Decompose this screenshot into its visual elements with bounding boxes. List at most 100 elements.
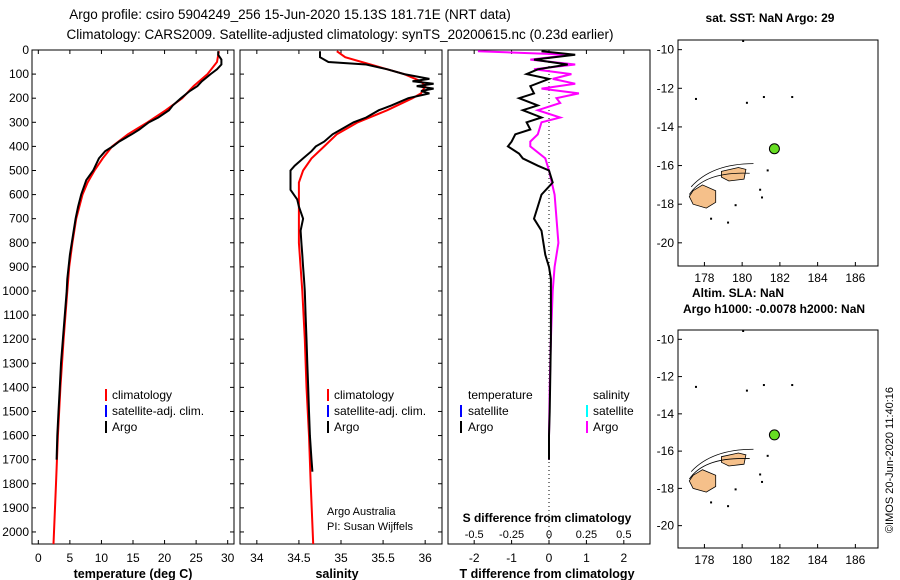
y-tick-label: 2000 [2, 525, 29, 539]
series-line-argo [55, 51, 223, 460]
x-tick-label: 35 [334, 551, 348, 565]
imos-stamp: ©IMOS 20-Jun-2020 11:40:16 [884, 387, 896, 533]
figure-title-line1: Argo profile: csiro 5904249_256 15-Jun-2… [69, 7, 511, 22]
y-tick-label: 1900 [2, 501, 29, 515]
small-island [694, 385, 697, 388]
series-line-temperature-difference [506, 50, 576, 460]
island-vanua-levu [721, 167, 747, 182]
x-tick-label: 34 [250, 551, 264, 565]
y-tick-label: 1300 [2, 356, 29, 370]
small-island [761, 196, 764, 199]
map-y-tick-label: -20 [657, 236, 675, 250]
x-tick-label: 36 [418, 551, 432, 565]
difference-xlabel: T difference from climatology [459, 567, 634, 580]
y-tick-label: 900 [9, 260, 29, 274]
temperature-xlabel: temperature (deg C) [74, 567, 193, 580]
map-y-tick-label: -14 [657, 120, 675, 134]
reef-outline [690, 448, 754, 472]
x-tick-label: -1 [506, 551, 517, 565]
legend-climatology-label: climatology [334, 388, 394, 402]
map-y-tick-label: -12 [657, 81, 675, 95]
y-tick-label: 1000 [2, 284, 29, 298]
small-island [759, 473, 762, 476]
y-tick-label: 500 [9, 163, 29, 177]
figure-title-line2: Climatology: CARS2009. Satellite-adjuste… [66, 27, 613, 42]
x-tick-label: 2 [620, 551, 627, 565]
map-sla-panel: -10 -12 -14 -16 -18 -20 178 180 182 184 186 [657, 329, 879, 567]
map-x-tick-label: 178 [694, 553, 714, 567]
x-tick-label: 35.5 [371, 551, 395, 565]
legend-argo-swatch [327, 421, 329, 433]
y-tick-label: 200 [9, 91, 29, 105]
small-island [791, 96, 794, 99]
map-x-tick-label: 184 [808, 553, 828, 567]
salinity-annotation-line1: Argo Australia [327, 506, 396, 518]
y-tick-label: 1600 [2, 429, 29, 443]
y-tick-label: 1800 [2, 477, 29, 491]
x-tick-label: 34.5 [287, 551, 311, 565]
x-tick-label: 15 [126, 551, 140, 565]
legend-sal-argo-swatch [586, 421, 588, 433]
legend-temp-satellite-label: satellite [468, 404, 509, 418]
difference-plot-area [447, 49, 651, 545]
difference-panel: -2 -1 0 1 2 -0.5 -0.25 0 0.25 0.5 temperature sal… [447, 49, 651, 580]
top-x-tick-label: -0.25 [499, 529, 524, 541]
map-y-tick-label: -14 [657, 407, 675, 421]
top-x-tick-label: 0.25 [576, 529, 597, 541]
y-tick-label: 1400 [2, 380, 29, 394]
x-tick-label: 1 [583, 551, 590, 565]
legend-temp-satellite-swatch [460, 405, 462, 417]
map-x-tick-label: 182 [770, 271, 790, 285]
y-tick-label: 100 [9, 67, 29, 81]
legend-satellite-clim-label: satellite-adj. clim. [112, 404, 204, 418]
y-tick-label: 300 [9, 115, 29, 129]
top-x-tick-label: 0.5 [616, 529, 631, 541]
y-tick-label: 600 [9, 188, 29, 202]
x-tick-label: -2 [469, 551, 480, 565]
map-sst-panel: -10 -12 -14 -16 -18 -20 178 180 182 184 186 [657, 39, 879, 285]
small-island [734, 204, 737, 207]
map-y-tick-label: -16 [657, 444, 675, 458]
small-island [734, 488, 737, 491]
small-island [761, 480, 764, 483]
map-x-tick-label: 182 [770, 553, 790, 567]
legend-satellite-clim-swatch [105, 405, 107, 417]
legend-satellite-clim-label: satellite-adj. clim. [334, 404, 426, 418]
reef-outline [688, 458, 750, 480]
y-tick-label: 1100 [3, 308, 29, 322]
legend-argo-swatch [105, 421, 107, 433]
legend-sal-satellite-label: satellite [593, 404, 634, 418]
y-tick-label: 800 [9, 236, 29, 250]
y-tick-label: 1200 [2, 332, 29, 346]
small-island [791, 384, 794, 387]
temperature-legend: climatology satellite-adj. clim. Argo [105, 388, 204, 434]
map-y-tick-label: -10 [657, 332, 675, 346]
y-tick-label: 700 [9, 212, 29, 226]
x-tick-label: 0 [546, 551, 553, 565]
legend-argo-label: Argo [334, 420, 360, 434]
small-island [762, 96, 765, 99]
salinity-xlabel: salinity [315, 567, 358, 580]
float-position-marker [768, 429, 780, 441]
small-island [745, 101, 748, 104]
x-tick-label: 0 [35, 551, 42, 565]
legend-temp-argo-swatch [460, 421, 462, 433]
reef-outline [688, 172, 750, 195]
map-y-tick-label: -10 [657, 43, 675, 57]
small-island [727, 221, 730, 224]
legend-sal-argo-label: Argo [593, 420, 619, 434]
small-island [762, 384, 765, 387]
map-frame [677, 39, 879, 267]
island-vanua-levu [721, 452, 747, 467]
map-sst-title: sat. SST: NaN Argo: 29 [706, 11, 835, 25]
difference-legend: temperature salinity satellite Argo sate… [460, 388, 634, 434]
salinity-panel: 34 34.5 35 35.5 36 climatology satellite-adj… [239, 49, 443, 580]
small-island [694, 97, 697, 100]
top-x-tick-label: -0.5 [465, 529, 484, 541]
small-island [766, 454, 769, 457]
top-x-tick-label: 0 [546, 529, 552, 541]
difference-top-xlabel: S difference from climatology [463, 511, 632, 525]
salinity-annotation-line2: PI: Susan Wijffels [327, 521, 413, 533]
small-island [759, 188, 762, 191]
